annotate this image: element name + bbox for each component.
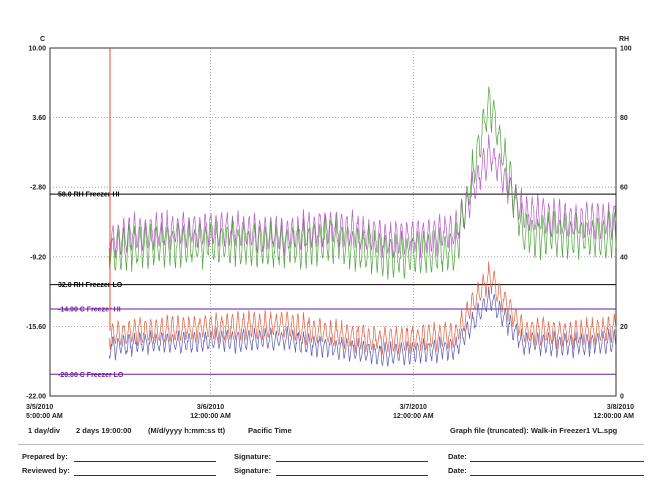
series-group xyxy=(108,48,617,367)
left-axis-unit: C xyxy=(40,36,45,43)
signature-line-1[interactable] xyxy=(276,452,428,462)
scale-text: 1 day/div xyxy=(28,426,61,435)
date-line-1[interactable] xyxy=(470,452,644,462)
date-label-1: Date: xyxy=(448,452,467,461)
signature-label-1: Signature: xyxy=(234,452,272,461)
left-tick-label: 3.60 xyxy=(32,115,46,122)
x-tick-time: 12:00:00 AM xyxy=(593,413,634,420)
right-tick-label: 0 xyxy=(620,394,624,401)
x-tick-date: 3/6/2010 xyxy=(197,404,224,411)
left-tick-label: -22.00 xyxy=(26,394,46,401)
right-tick-label: 100 xyxy=(620,46,632,53)
date-line-2[interactable] xyxy=(470,466,644,476)
footer-separator xyxy=(18,444,644,445)
threshold-label: 32.0 RH Freezer LO xyxy=(58,282,123,289)
x-tick-date: 3/5/2010 xyxy=(26,404,53,411)
format-text: (M/d/yyyy h:mm:ss tt) xyxy=(148,426,226,435)
right-tick-label: 60 xyxy=(620,185,628,192)
series-line xyxy=(108,286,617,367)
span-text: 2 days 19:00:00 xyxy=(76,426,132,435)
left-tick-label: -9.20 xyxy=(30,254,46,261)
left-tick-label: 10.00 xyxy=(28,46,46,53)
threshold-label: 58.0 RH Freezer HI xyxy=(58,192,120,199)
footer-info: 1 day/div 2 days 19:00:00 (M/d/yyyy h:mm… xyxy=(22,426,642,438)
series-line xyxy=(108,86,617,280)
signature-line-2[interactable] xyxy=(276,466,428,476)
reviewed-by-line[interactable] xyxy=(74,466,216,476)
left-tick-label: -15.60 xyxy=(26,324,46,331)
x-tick-time: 12:00:00 AM xyxy=(190,413,231,420)
x-axis-ticks: 3/5/2010 5:00:00 AM 3/6/2010 12:00:00 AM 3/7… xyxy=(26,404,634,420)
x-tick-date: 3/8/2010 xyxy=(607,404,634,411)
graph-file-text: Graph file (truncated): Walk-in Freezer1… xyxy=(450,426,618,435)
reviewed-by-label: Reviewed by: xyxy=(22,466,70,475)
series-line xyxy=(108,134,617,259)
right-tick-label: 80 xyxy=(620,115,628,122)
left-tick-label: -2.80 xyxy=(30,185,46,192)
series-line xyxy=(108,261,617,355)
date-label-2: Date: xyxy=(448,466,467,475)
timezone-text: Pacific Time xyxy=(248,426,292,435)
left-axis-ticks: 10.00 3.60 -2.80 -9.20 -15.60 -22.00 xyxy=(26,46,46,401)
threshold-lines: 58.0 RH Freezer HI 32.0 RH Freezer LO -14.… xyxy=(50,192,616,379)
signature-label-2: Signature: xyxy=(234,466,272,475)
threshold-label: -20.00 C Freezer LO xyxy=(58,372,124,379)
x-tick-time: 12:00:00 AM xyxy=(393,413,434,420)
right-axis-unit: RH xyxy=(619,36,629,43)
right-tick-label: 40 xyxy=(620,254,628,261)
x-tick-time: 5:00:00 AM xyxy=(26,413,63,420)
prepared-by-line[interactable] xyxy=(74,452,216,462)
prepared-by-label: Prepared by: xyxy=(22,452,68,461)
right-tick-label: 20 xyxy=(620,324,628,331)
right-axis-ticks: 100 80 60 40 20 0 xyxy=(620,46,632,401)
threshold-label: -14.00 C Freezer HI xyxy=(58,307,121,314)
x-tick-date: 3/7/2010 xyxy=(400,404,427,411)
